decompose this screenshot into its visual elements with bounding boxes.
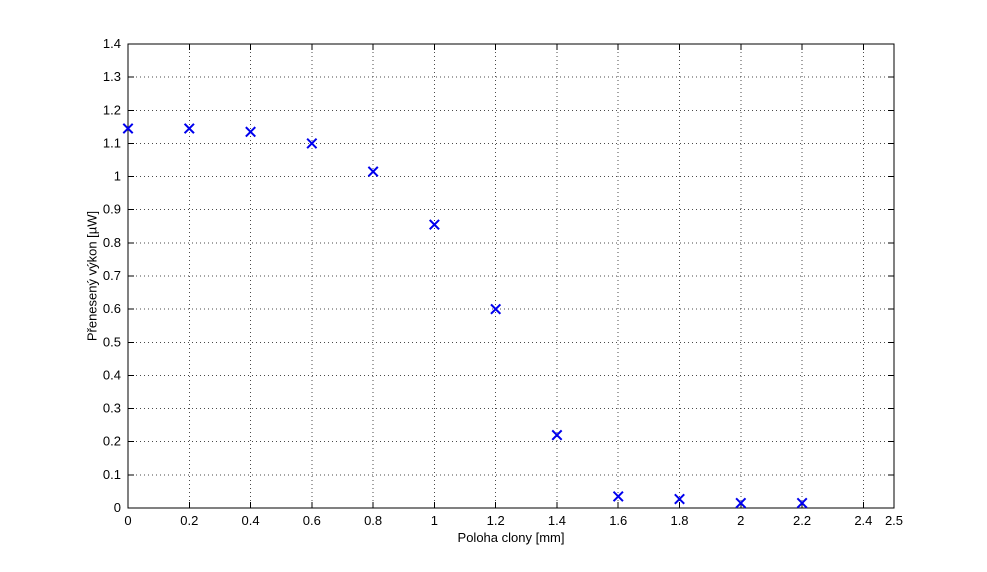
data-point-marker [674, 493, 685, 505]
y-tick-label: 0.3 [103, 401, 121, 416]
data-point-marker [428, 219, 440, 231]
y-tick-label: 1.1 [103, 135, 121, 150]
x-tick-label: 1 [431, 513, 438, 528]
data-point-marker [245, 126, 256, 138]
data-point-marker [735, 497, 747, 509]
data-point-marker [796, 497, 808, 509]
y-tick-label: 0.2 [103, 434, 121, 449]
y-tick-label: 0.8 [103, 235, 121, 250]
x-tick-label: 1.2 [487, 513, 505, 528]
y-tick-label: 1.2 [103, 102, 121, 117]
y-tick-label: 0.9 [103, 202, 121, 217]
x-tick-label: 1.4 [548, 513, 566, 528]
x-tick-label: 2 [737, 513, 744, 528]
data-point-marker [306, 138, 318, 149]
y-tick-label: 0.7 [103, 268, 121, 283]
y-tick-label: 1.4 [103, 36, 121, 51]
x-tick-label: 2.4 [854, 513, 872, 528]
data-point-marker [551, 429, 563, 441]
y-tick-label: 0.5 [103, 334, 121, 349]
axis-box [127, 43, 895, 509]
x-tick-label: 2.2 [793, 513, 811, 528]
y-tick-label: 1.3 [103, 69, 121, 84]
y-tick-label: 0.4 [103, 367, 121, 382]
data-point-marker [612, 490, 624, 502]
data-point-marker [122, 123, 134, 134]
x-tick-label: 0.6 [303, 513, 321, 528]
x-tick-label: 0.4 [242, 513, 260, 528]
x-tick-label: 0.2 [180, 513, 198, 528]
y-tick-label: 0.6 [103, 301, 121, 316]
x-tick-label: 2.5 [885, 513, 903, 528]
y-tick-label: 0.1 [103, 467, 121, 482]
x-tick-label: 1.8 [670, 513, 688, 528]
y-tick-label: 0 [114, 500, 121, 515]
y-tick-label: 1 [114, 169, 121, 184]
x-tick-label: 0.8 [364, 513, 382, 528]
data-point-marker [183, 123, 195, 134]
x-tick-label: 1.6 [609, 513, 627, 528]
data-point-marker [367, 166, 379, 178]
y-axis-label: Přenesený výkon [µW] [84, 210, 100, 342]
x-axis-label: Poloha clony [mm] [457, 530, 565, 545]
data-point-marker [490, 303, 502, 315]
x-tick-label: 0 [124, 513, 131, 528]
